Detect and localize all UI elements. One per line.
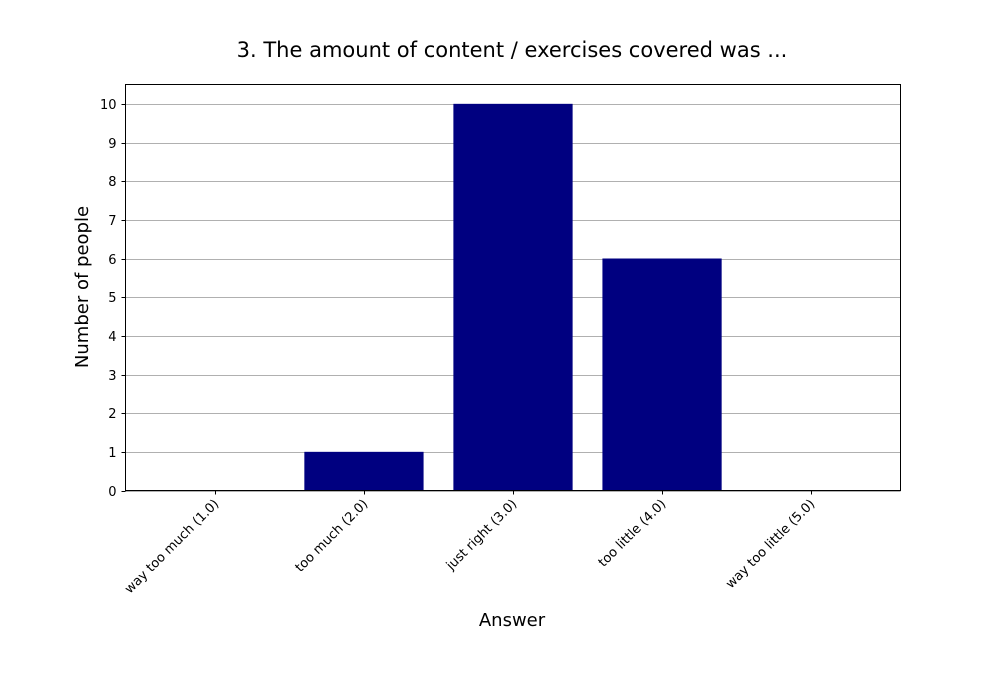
x-axis-label: Answer [479, 610, 546, 631]
y-tick-label: 8 [108, 175, 116, 190]
y-axis-ticks: 0 1 2 3 4 5 6 7 8 9 10 [100, 98, 126, 500]
x-tick-label: too much (2.0) [293, 497, 372, 576]
y-tick-label: 3 [108, 369, 116, 384]
chart-title: 3. The amount of content / exercises cov… [237, 38, 788, 62]
x-tick-label: just right (3.0) [443, 497, 520, 574]
y-tick-label: 0 [108, 485, 116, 500]
y-tick-label: 10 [100, 98, 117, 113]
y-tick-label: 7 [108, 214, 116, 229]
bar [602, 258, 722, 491]
y-tick-label: 5 [108, 291, 116, 306]
y-axis-label: Number of people [72, 206, 93, 368]
x-tick-label: too little (4.0) [596, 497, 670, 571]
y-tick-label: 1 [108, 446, 116, 461]
y-tick-label: 9 [108, 137, 116, 152]
y-tick-label: 6 [108, 253, 116, 268]
bar [453, 103, 573, 491]
y-tick-label: 4 [108, 330, 116, 345]
bar [304, 451, 424, 491]
y-tick-label: 2 [108, 407, 116, 422]
x-axis-ticks: way too much (1.0) too much (2.0) just rig… [122, 490, 818, 597]
bars [304, 103, 722, 491]
x-tick-label: way too little (5.0) [723, 497, 818, 592]
x-tick-label: way too much (1.0) [122, 497, 222, 597]
